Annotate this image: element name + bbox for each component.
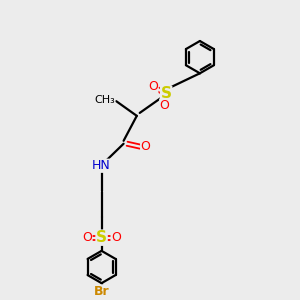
Text: Br: Br (94, 285, 110, 298)
Text: S: S (160, 86, 172, 101)
Text: HN: HN (92, 159, 111, 172)
Text: S: S (96, 230, 107, 245)
Text: O: O (111, 231, 121, 244)
Text: O: O (82, 231, 92, 244)
Text: O: O (160, 99, 170, 112)
Text: O: O (148, 80, 158, 93)
Text: CH₃: CH₃ (94, 95, 115, 105)
Text: O: O (141, 140, 151, 153)
